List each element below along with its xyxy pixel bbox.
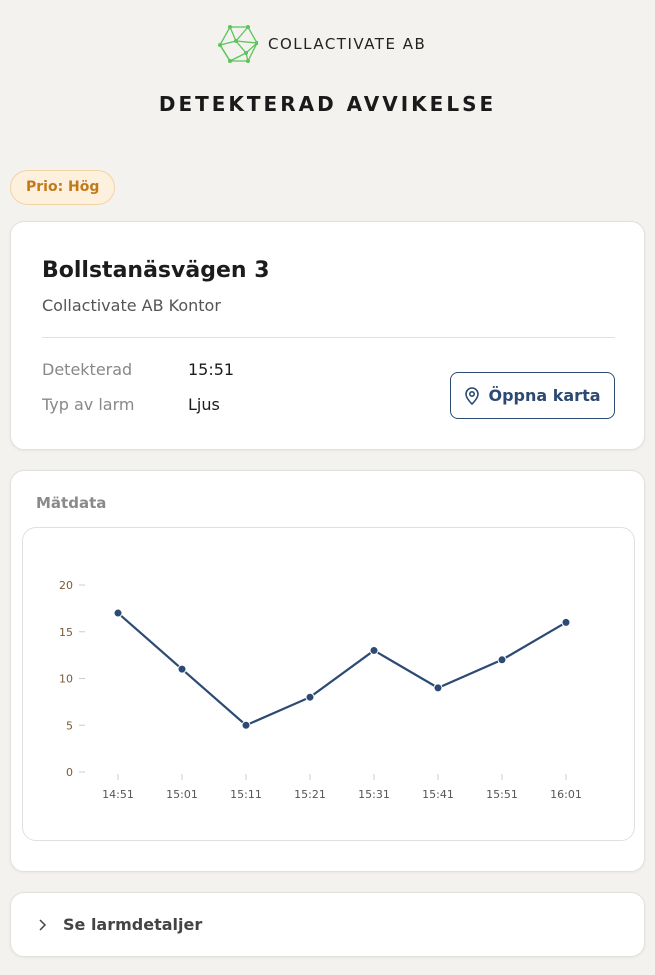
divider [42,337,615,338]
x-tick-label: 14:51 [102,788,134,801]
detected-label: Detekterad [42,360,133,379]
x-tick-label: 16:01 [550,788,582,801]
network-hexagon-icon [218,25,258,63]
x-tick-label: 15:11 [230,788,262,801]
y-tick-label: 5 [66,719,73,732]
open-map-button[interactable]: Öppna karta [450,372,615,419]
alarm-type-value: Ljus [188,395,220,414]
page-title: DETEKTERAD AVVIKELSE [158,92,497,116]
line-chart: 0 5 10 15 20 14:51 15:01 15:11 15:21 15:31 15:41 15… [59,579,582,801]
data-point [177,664,187,674]
y-tick-label: 20 [59,579,73,592]
data-point [305,692,315,702]
chart-container: 0 5 10 15 20 14:51 15:01 15:11 15:21 15:31 15:41 15… [22,527,635,841]
detected-value: 15:51 [188,360,235,379]
y-tick-label: 15 [59,626,73,639]
map-pin-icon [465,386,480,405]
x-tick-label: 15:51 [486,788,518,801]
data-point [113,608,123,618]
priority-badge: Prio: Hög [10,170,116,205]
open-map-label: Öppna karta [488,386,601,405]
data-point [561,617,571,627]
measurements-card: Mätdata 0 5 10 15 20 14:51 15:01 15:11 15:21 15:3… [10,470,645,872]
location-card: Bollstanäsvägen 3 Collactivate AB Kontor… [10,221,645,450]
data-point [241,720,251,730]
data-point [433,683,443,693]
x-tick-label: 15:21 [294,788,326,801]
data-point [497,655,507,665]
alarm-details-toggle[interactable]: Se larmdetaljer [10,892,645,957]
y-tick-label: 10 [59,673,73,686]
x-tick-label: 15:31 [358,788,390,801]
chevron-right-icon [39,918,47,931]
alarm-type-label: Typ av larm [42,395,135,414]
brand-logo: COLLACTIVATE AB [218,25,426,63]
location-name: Collactivate AB Kontor [42,296,221,315]
alarm-details-label: Se larmdetaljer [63,915,203,934]
y-tick-label: 0 [66,766,73,779]
measurements-title: Mätdata [36,494,107,512]
x-tick-label: 15:41 [422,788,454,801]
x-tick-label: 15:01 [166,788,198,801]
brand-name: COLLACTIVATE AB [268,35,427,53]
data-point [369,645,379,655]
series-line [117,612,567,727]
address: Bollstanäsvägen 3 [42,258,270,283]
